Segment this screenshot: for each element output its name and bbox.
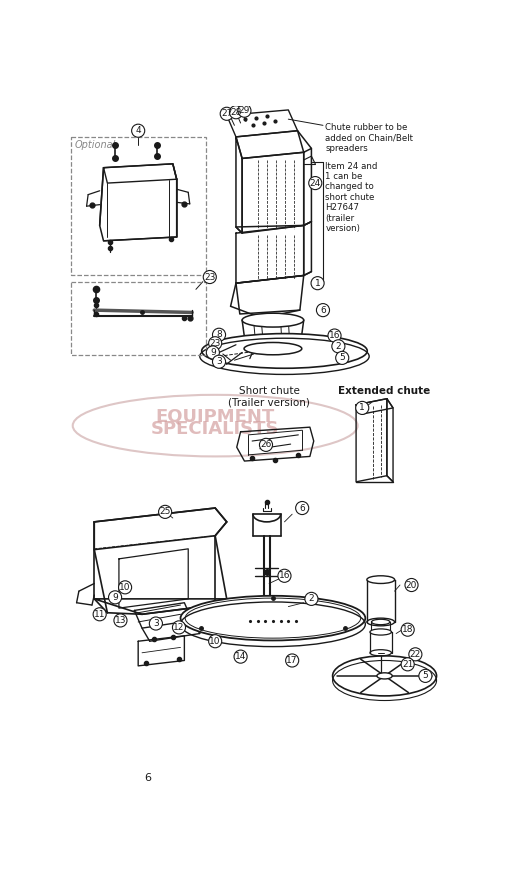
Text: 12: 12 [173, 623, 184, 632]
Circle shape [401, 658, 413, 671]
Text: Short chute
(Trailer version): Short chute (Trailer version) [228, 385, 309, 408]
Text: 13: 13 [115, 616, 126, 625]
Circle shape [203, 271, 216, 284]
Text: 17: 17 [286, 656, 297, 665]
Text: 2: 2 [308, 594, 314, 604]
Circle shape [208, 635, 221, 648]
Text: 18: 18 [401, 625, 413, 634]
Ellipse shape [371, 620, 389, 625]
Ellipse shape [242, 313, 303, 327]
Text: 11: 11 [94, 610, 105, 619]
Text: 29: 29 [238, 106, 249, 115]
Text: EQUIPMENT: EQUIPMENT [155, 408, 274, 425]
Circle shape [118, 581, 131, 594]
Text: 3: 3 [216, 357, 221, 366]
Circle shape [108, 591, 121, 604]
Circle shape [316, 303, 329, 316]
Text: 25: 25 [159, 507, 171, 516]
Circle shape [220, 107, 233, 120]
Circle shape [331, 339, 344, 353]
Circle shape [212, 328, 225, 341]
Text: Extended chute: Extended chute [338, 385, 430, 396]
Text: 23: 23 [209, 339, 220, 347]
Ellipse shape [369, 629, 391, 635]
Text: SPECIALISTS: SPECIALISTS [151, 421, 279, 438]
Circle shape [234, 650, 247, 663]
Text: 2: 2 [335, 342, 341, 351]
Text: 20: 20 [405, 581, 416, 590]
Circle shape [335, 351, 348, 364]
Circle shape [259, 438, 272, 452]
Text: 14: 14 [235, 652, 246, 661]
Text: 5: 5 [421, 671, 428, 681]
Text: 23: 23 [204, 272, 215, 281]
Text: 3: 3 [153, 619, 158, 628]
Circle shape [304, 592, 317, 606]
Circle shape [277, 569, 291, 583]
Circle shape [308, 177, 321, 190]
Ellipse shape [201, 333, 366, 369]
Text: 9: 9 [210, 348, 215, 357]
Circle shape [418, 669, 431, 682]
Text: 22: 22 [409, 650, 420, 659]
Circle shape [229, 106, 242, 118]
Circle shape [158, 506, 172, 518]
Text: Chute rubber to be
added on Chain/Belt
spreaders: Chute rubber to be added on Chain/Belt s… [325, 123, 412, 153]
Text: 16: 16 [278, 571, 290, 580]
Circle shape [149, 617, 162, 630]
Text: 6: 6 [320, 306, 325, 315]
Bar [71, 137, 206, 276]
Circle shape [93, 607, 106, 621]
Text: 10: 10 [209, 636, 220, 645]
Circle shape [131, 124, 145, 137]
Text: 27: 27 [220, 110, 232, 118]
Circle shape [285, 654, 298, 667]
Ellipse shape [366, 575, 394, 583]
Circle shape [327, 329, 341, 342]
Text: 26: 26 [260, 440, 271, 449]
Text: 21: 21 [401, 659, 413, 669]
Circle shape [404, 578, 417, 591]
Ellipse shape [180, 596, 364, 641]
Circle shape [408, 648, 421, 661]
Circle shape [355, 401, 368, 415]
Circle shape [295, 501, 308, 514]
Circle shape [206, 346, 219, 359]
Text: 24: 24 [309, 179, 320, 187]
Text: 6: 6 [145, 773, 151, 782]
Text: 10: 10 [119, 583, 131, 591]
Text: 6: 6 [299, 504, 304, 513]
Circle shape [172, 621, 185, 634]
Text: 4: 4 [135, 126, 140, 135]
Ellipse shape [244, 342, 301, 354]
Text: 9: 9 [112, 593, 118, 602]
Circle shape [114, 613, 127, 627]
Circle shape [310, 277, 324, 290]
Ellipse shape [376, 673, 391, 679]
Text: 1: 1 [314, 278, 320, 287]
Circle shape [212, 355, 225, 369]
Circle shape [237, 104, 250, 118]
Text: Item 24 and
1 can be
changed to
short chute
H27647
(trailer
version): Item 24 and 1 can be changed to short ch… [325, 162, 377, 232]
Text: 8: 8 [216, 331, 221, 339]
Circle shape [401, 623, 413, 636]
Text: 5: 5 [338, 354, 345, 362]
Circle shape [208, 337, 221, 350]
Text: 1: 1 [359, 403, 364, 413]
Bar [71, 282, 206, 354]
Text: 28: 28 [230, 108, 241, 117]
Text: Optional: Optional [74, 140, 116, 150]
Text: 16: 16 [328, 331, 340, 340]
